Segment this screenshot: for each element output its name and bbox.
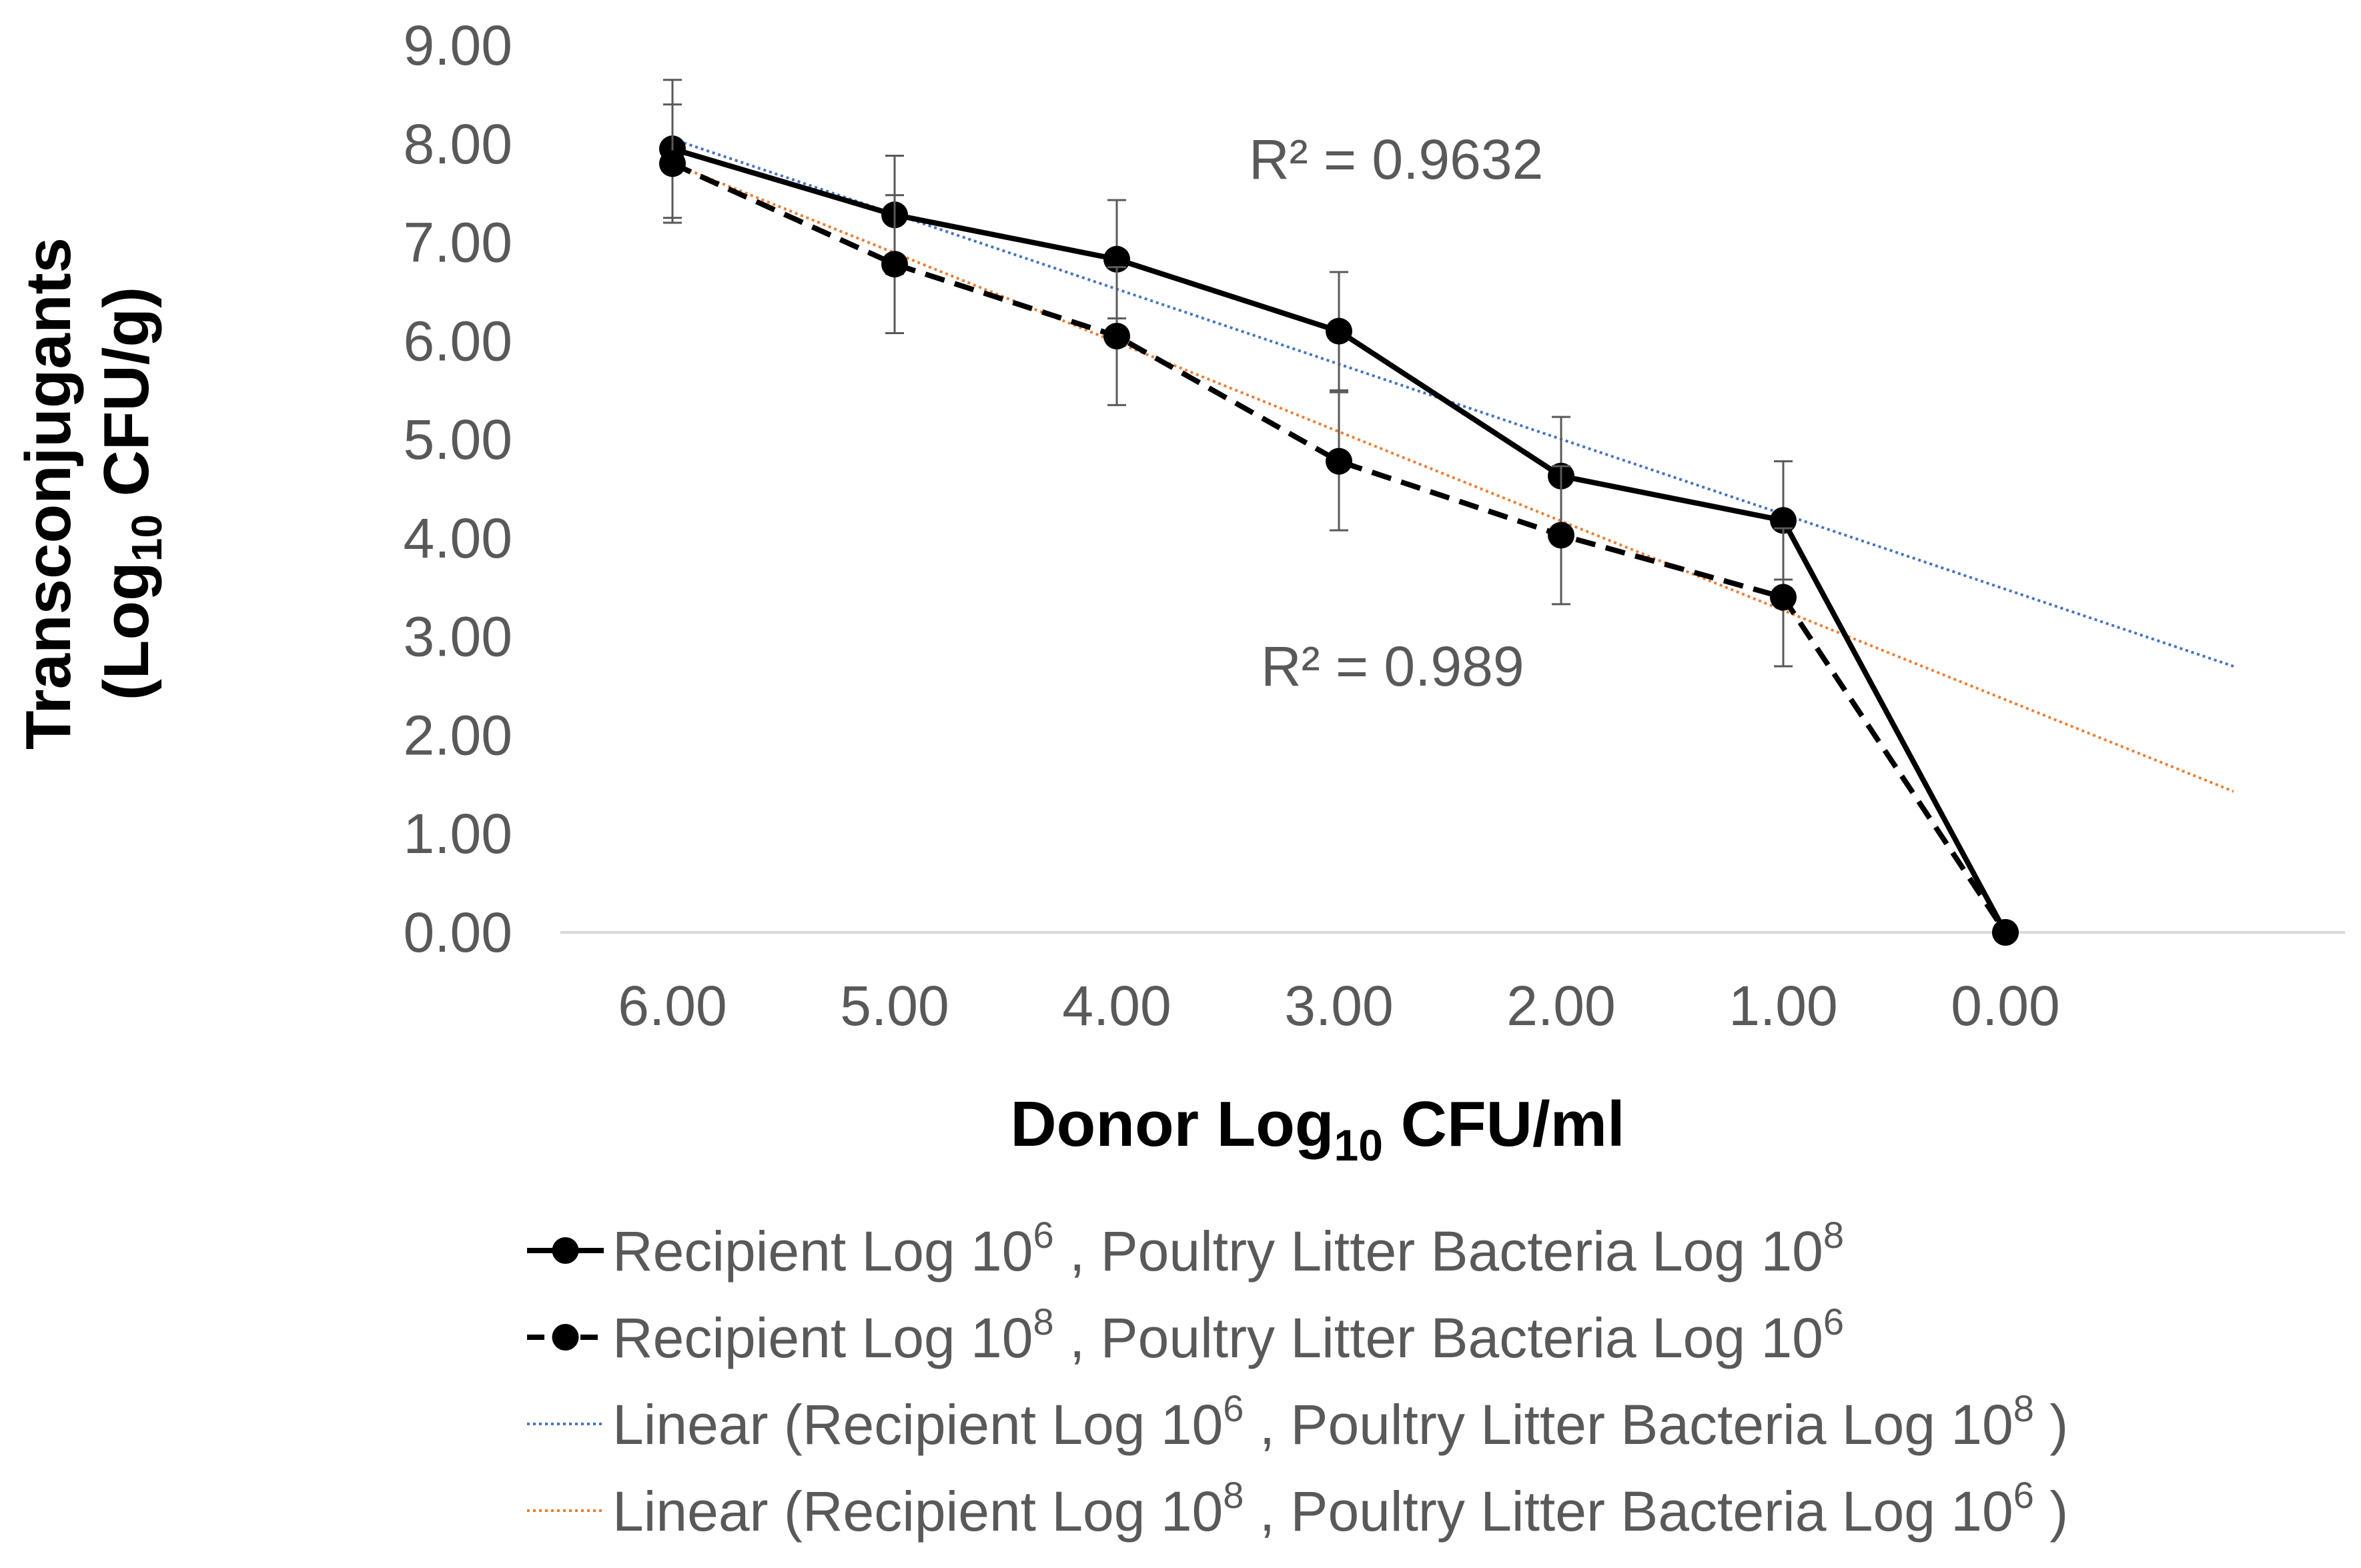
y-axis-title: Transconjugants (Log10 CFU/g) [13, 237, 171, 750]
y-tick-label: 7.00 [404, 211, 513, 274]
y-axis-title-line2-post: CFU/g) [91, 287, 162, 514]
legend-label-sup2: 8 [1823, 1214, 1844, 1256]
legend-label-sup2: 6 [2013, 1474, 2034, 1516]
legend-entry-2: Recipient Log 108 , Poultry Litter Bacte… [527, 1301, 1844, 1369]
legend-label-post: ) [2034, 1480, 2068, 1543]
series-2-point [1326, 448, 1352, 475]
series-2-point [659, 150, 686, 177]
legend-label-sup1: 6 [1033, 1214, 1053, 1256]
series-2-point [881, 251, 908, 278]
x-tick-label: 0.00 [1951, 974, 2060, 1037]
trendline-2 [672, 162, 2234, 793]
y-axis-title-line2: (Log10 CFU/g) [91, 287, 171, 700]
series-2-point [1770, 584, 1797, 611]
series-1-line [671, 146, 2008, 934]
y-axis-title-line2-subscript: 10 [123, 514, 171, 562]
legend-label: Linear (Recipient Log 108 , Poultry Litt… [612, 1474, 2068, 1543]
series-2-group [659, 103, 2019, 946]
legend-label-mid: , Poultry Litter Bacteria Log 10 [1054, 1220, 1823, 1283]
series-1-point [1326, 317, 1352, 345]
series [659, 79, 2019, 946]
x-axis-title-rest: CFU/ml [1383, 1088, 1625, 1160]
legend-swatch-marker [552, 1324, 579, 1351]
y-tick-label: 0.00 [404, 901, 513, 964]
y-axis-title-line1: Transconjugants [13, 237, 84, 750]
x-tick-label: 2.00 [1506, 974, 1616, 1037]
x-tick-label: 4.00 [1062, 974, 1171, 1037]
x-tick-label: 6.00 [618, 974, 727, 1037]
legend-swatch-marker [552, 1237, 579, 1264]
x-axis-title-main: Donor Log [1010, 1088, 1334, 1160]
legend-label-mid: , Poultry Litter Bacteria Log 10 [1054, 1307, 1823, 1369]
legend-label-mid: , Poultry Litter Bacteria Log 10 [1244, 1393, 2013, 1456]
legend-label-mid: , Poultry Litter Bacteria Log 10 [1244, 1480, 2013, 1543]
series-2-point [1103, 322, 1130, 349]
legend-label-pre: Recipient Log 10 [612, 1307, 1033, 1369]
legend-entry-1: Recipient Log 106 , Poultry Litter Bacte… [527, 1214, 1844, 1283]
legend-label-sup2: 6 [1823, 1301, 1844, 1343]
x-tick-label: 5.00 [840, 974, 949, 1037]
x-axis-title-subscript: 10 [1334, 1120, 1383, 1170]
y-tick-label: 5.00 [404, 408, 513, 471]
legend-label-post: ) [2034, 1393, 2068, 1456]
y-axis-title-line2-pre: (Log [91, 562, 162, 700]
y-axis-ticks: 0.00 1.00 2.00 3.00 4.00 5.00 6.00 7.00 8.00 9.00 [404, 14, 513, 964]
legend-label-pre: Recipient Log 10 [612, 1220, 1033, 1283]
y-tick-label: 8.00 [404, 113, 513, 175]
legend-label-sup1: 8 [1033, 1301, 1053, 1343]
legend-label-sup1: 8 [1223, 1474, 1244, 1516]
r2-label-series-1: R² = 0.9632 [1249, 128, 1543, 191]
y-tick-label: 4.00 [404, 507, 513, 570]
legend-label-pre: Linear (Recipient Log 10 [612, 1393, 1223, 1456]
x-tick-label: 1.00 [1729, 974, 1838, 1037]
y-tick-label: 6.00 [404, 309, 513, 372]
legend-label-sup2: 8 [2013, 1387, 2034, 1429]
legend-label: Recipient Log 106 , Poultry Litter Bacte… [612, 1214, 1844, 1283]
legend-label-pre: Linear (Recipient Log 10 [612, 1480, 1223, 1543]
x-tick-label: 3.00 [1284, 974, 1394, 1037]
legend-label: Linear (Recipient Log 106 , Poultry Litt… [612, 1387, 2068, 1456]
y-tick-label: 9.00 [404, 14, 513, 77]
series-2-point [1548, 522, 1574, 549]
y-tick-label: 1.00 [404, 802, 513, 865]
legend: Recipient Log 106 , Poultry Litter Bacte… [527, 1214, 2068, 1543]
legend-entry-4: Linear (Recipient Log 108 , Poultry Litt… [527, 1474, 2068, 1543]
x-axis-ticks: 6.00 5.00 4.00 3.00 2.00 1.00 0.00 [618, 974, 2060, 1037]
series-2-point [1992, 919, 2019, 946]
legend-label: Recipient Log 108 , Poultry Litter Bacte… [612, 1301, 1844, 1369]
x-axis-title: Donor Log10 CFU/ml [1010, 1088, 1624, 1170]
y-tick-label: 3.00 [404, 606, 513, 668]
legend-entry-3: Linear (Recipient Log 106 , Poultry Litt… [527, 1387, 2068, 1456]
series-1-point [1770, 507, 1797, 534]
y-tick-label: 2.00 [404, 704, 513, 766]
r2-label-series-2: R² = 0.989 [1261, 635, 1524, 698]
series-1-point [1103, 245, 1130, 273]
legend-label-sup1: 6 [1223, 1387, 1244, 1429]
